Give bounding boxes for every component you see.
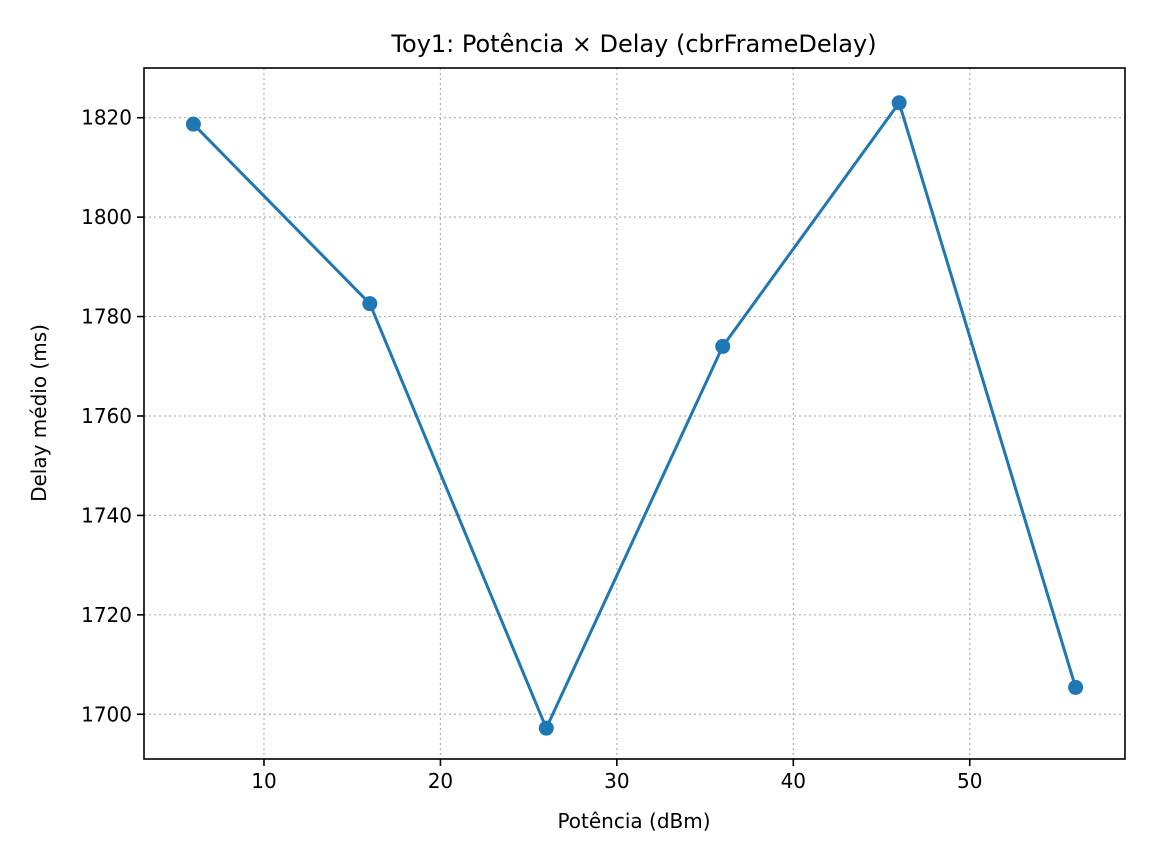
data-point [1068,679,1084,695]
chart-title: Toy1: Potência × Delay (cbrFrameDelay) [390,30,876,58]
y-tick-label: 1740 [81,503,132,527]
y-tick-label: 1780 [81,305,132,329]
y-tick-label: 1820 [81,106,132,130]
plot-area-frame [143,67,1126,760]
y-tick-label: 1720 [81,603,132,627]
data-point [362,296,378,312]
x-tick-label: 20 [428,769,453,793]
y-tick-label: 1760 [81,404,132,428]
x-tick-label: 10 [251,769,276,793]
data-point [538,720,554,736]
x-tick-label: 40 [781,769,806,793]
x-axis: 10 20 30 40 50 [251,759,982,793]
series-layer [185,95,1084,736]
data-point [891,95,907,111]
y-axis-label: Delay médio (ms) [27,324,51,502]
y-tick-label: 1700 [81,702,132,726]
y-tick-label: 1800 [81,205,132,229]
x-axis-label: Potência (dBm) [557,809,710,833]
series-line [191,101,1078,730]
grid [144,68,1125,759]
x-tick-label: 30 [604,769,629,793]
data-point [185,116,201,132]
data-point [715,338,731,354]
y-axis: 1700 1720 1740 1760 1780 1800 1820 [81,106,144,726]
x-tick-label: 50 [957,769,982,793]
